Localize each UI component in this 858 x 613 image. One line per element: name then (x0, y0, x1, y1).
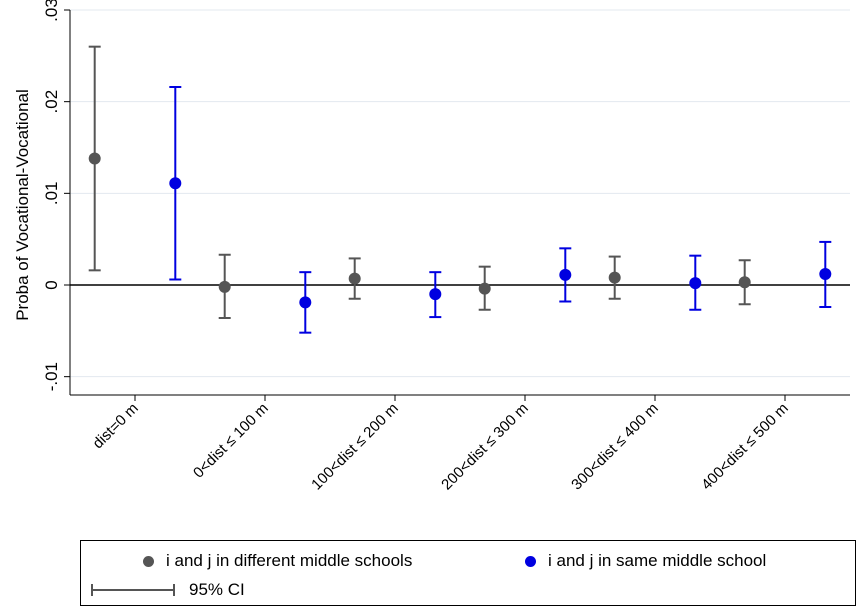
point-s0-0 (88, 152, 101, 165)
point-s1-4 (689, 277, 702, 290)
x-tick-label-3: 200<dist ≤ 300 m (438, 400, 532, 494)
y-tick-label-0: -.01 (42, 362, 61, 391)
legend-label-ci: 95% CI (189, 580, 245, 599)
legend-marker-gray-dot (143, 555, 154, 567)
x-tick-label-5: 400<dist ≤ 500 m (698, 400, 792, 494)
y-tick-label-1: 0 (42, 280, 61, 289)
point-s0-2 (348, 272, 361, 285)
legend-marker-blue-dot (525, 555, 536, 567)
y-axis-label: Proba of Vocational-Vocational (13, 89, 32, 321)
point-s0-5 (738, 276, 751, 289)
point-s1-3 (559, 268, 572, 281)
grid-layer (70, 9, 850, 378)
point-s0-1 (218, 280, 231, 293)
y-tick-label-3: .02 (42, 90, 61, 114)
point-s1-0 (169, 177, 182, 190)
legend-label-different-schools: i and j in different middle schools (166, 551, 413, 570)
x-tick-label-0: dist=0 m (89, 400, 141, 452)
y-tick-label-4: .03 (42, 0, 61, 22)
legend-item-different-schools: i and j in different middle schools (143, 551, 412, 571)
point-s1-2 (429, 288, 442, 301)
point-s1-1 (299, 296, 312, 309)
y-tick-label-2: .01 (42, 182, 61, 206)
x-tick-label-2: 100<dist ≤ 200 m (308, 400, 402, 494)
point-s0-4 (608, 271, 621, 284)
legend: i and j in different middle schools i an… (80, 540, 856, 606)
legend-label-same-school: i and j in same middle school (548, 551, 767, 570)
legend-item-ci: 95% CI (91, 580, 245, 600)
marks-layer (88, 45, 832, 334)
x-tick-label-1: 0<dist ≤ 100 m (190, 400, 272, 482)
legend-item-same-school: i and j in same middle school (525, 551, 766, 571)
point-s1-5 (819, 268, 832, 280)
point-s0-3 (478, 282, 491, 295)
x-tick-label-4: 300<dist ≤ 400 m (568, 400, 662, 494)
ci-range-icon (91, 584, 175, 596)
axes-layer: -.01 0 .01 .02 .03 dist=0 m 0<dist ≤ 100 m 100<… (42, 0, 850, 493)
